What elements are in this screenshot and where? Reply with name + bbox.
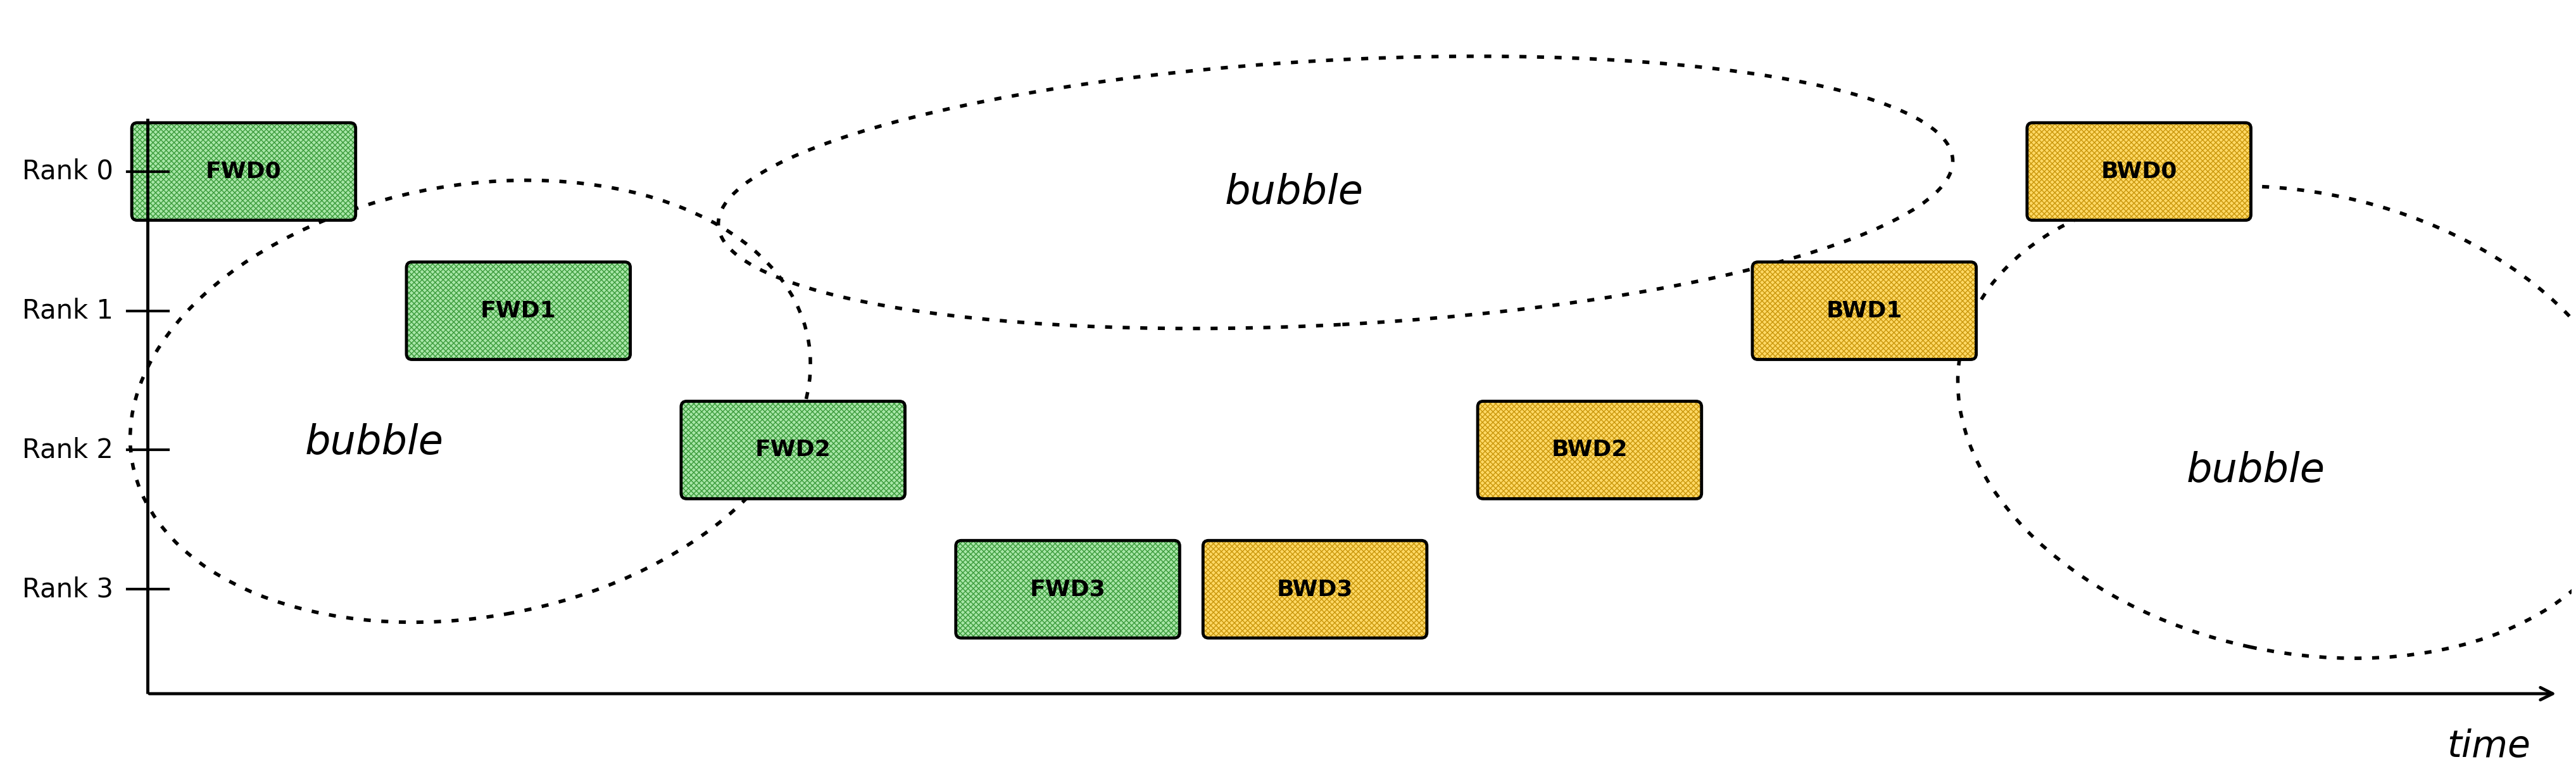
Text: BWD2: BWD2 (1551, 439, 1628, 461)
FancyBboxPatch shape (407, 262, 631, 359)
Text: FWD2: FWD2 (755, 439, 832, 461)
FancyBboxPatch shape (1479, 401, 1703, 499)
Text: Rank 3: Rank 3 (23, 576, 113, 603)
FancyBboxPatch shape (1752, 262, 1976, 359)
Text: FWD3: FWD3 (1030, 578, 1105, 600)
Text: bubble: bubble (304, 424, 443, 463)
Text: BWD1: BWD1 (1826, 300, 1904, 321)
FancyBboxPatch shape (956, 541, 1180, 638)
Text: BWD0: BWD0 (2102, 161, 2177, 182)
Text: FWD1: FWD1 (482, 300, 556, 321)
Text: BWD3: BWD3 (1278, 578, 1352, 600)
FancyBboxPatch shape (2027, 123, 2251, 220)
Text: Rank 1: Rank 1 (23, 298, 113, 324)
Text: Rank 2: Rank 2 (23, 437, 113, 463)
Text: bubble: bubble (1226, 173, 1363, 212)
Text: time: time (2447, 728, 2530, 764)
FancyBboxPatch shape (131, 123, 355, 220)
FancyBboxPatch shape (1203, 541, 1427, 638)
FancyBboxPatch shape (680, 401, 904, 499)
Text: bubble: bubble (2187, 451, 2326, 491)
Text: Rank 0: Rank 0 (23, 158, 113, 185)
Text: FWD0: FWD0 (206, 161, 281, 182)
